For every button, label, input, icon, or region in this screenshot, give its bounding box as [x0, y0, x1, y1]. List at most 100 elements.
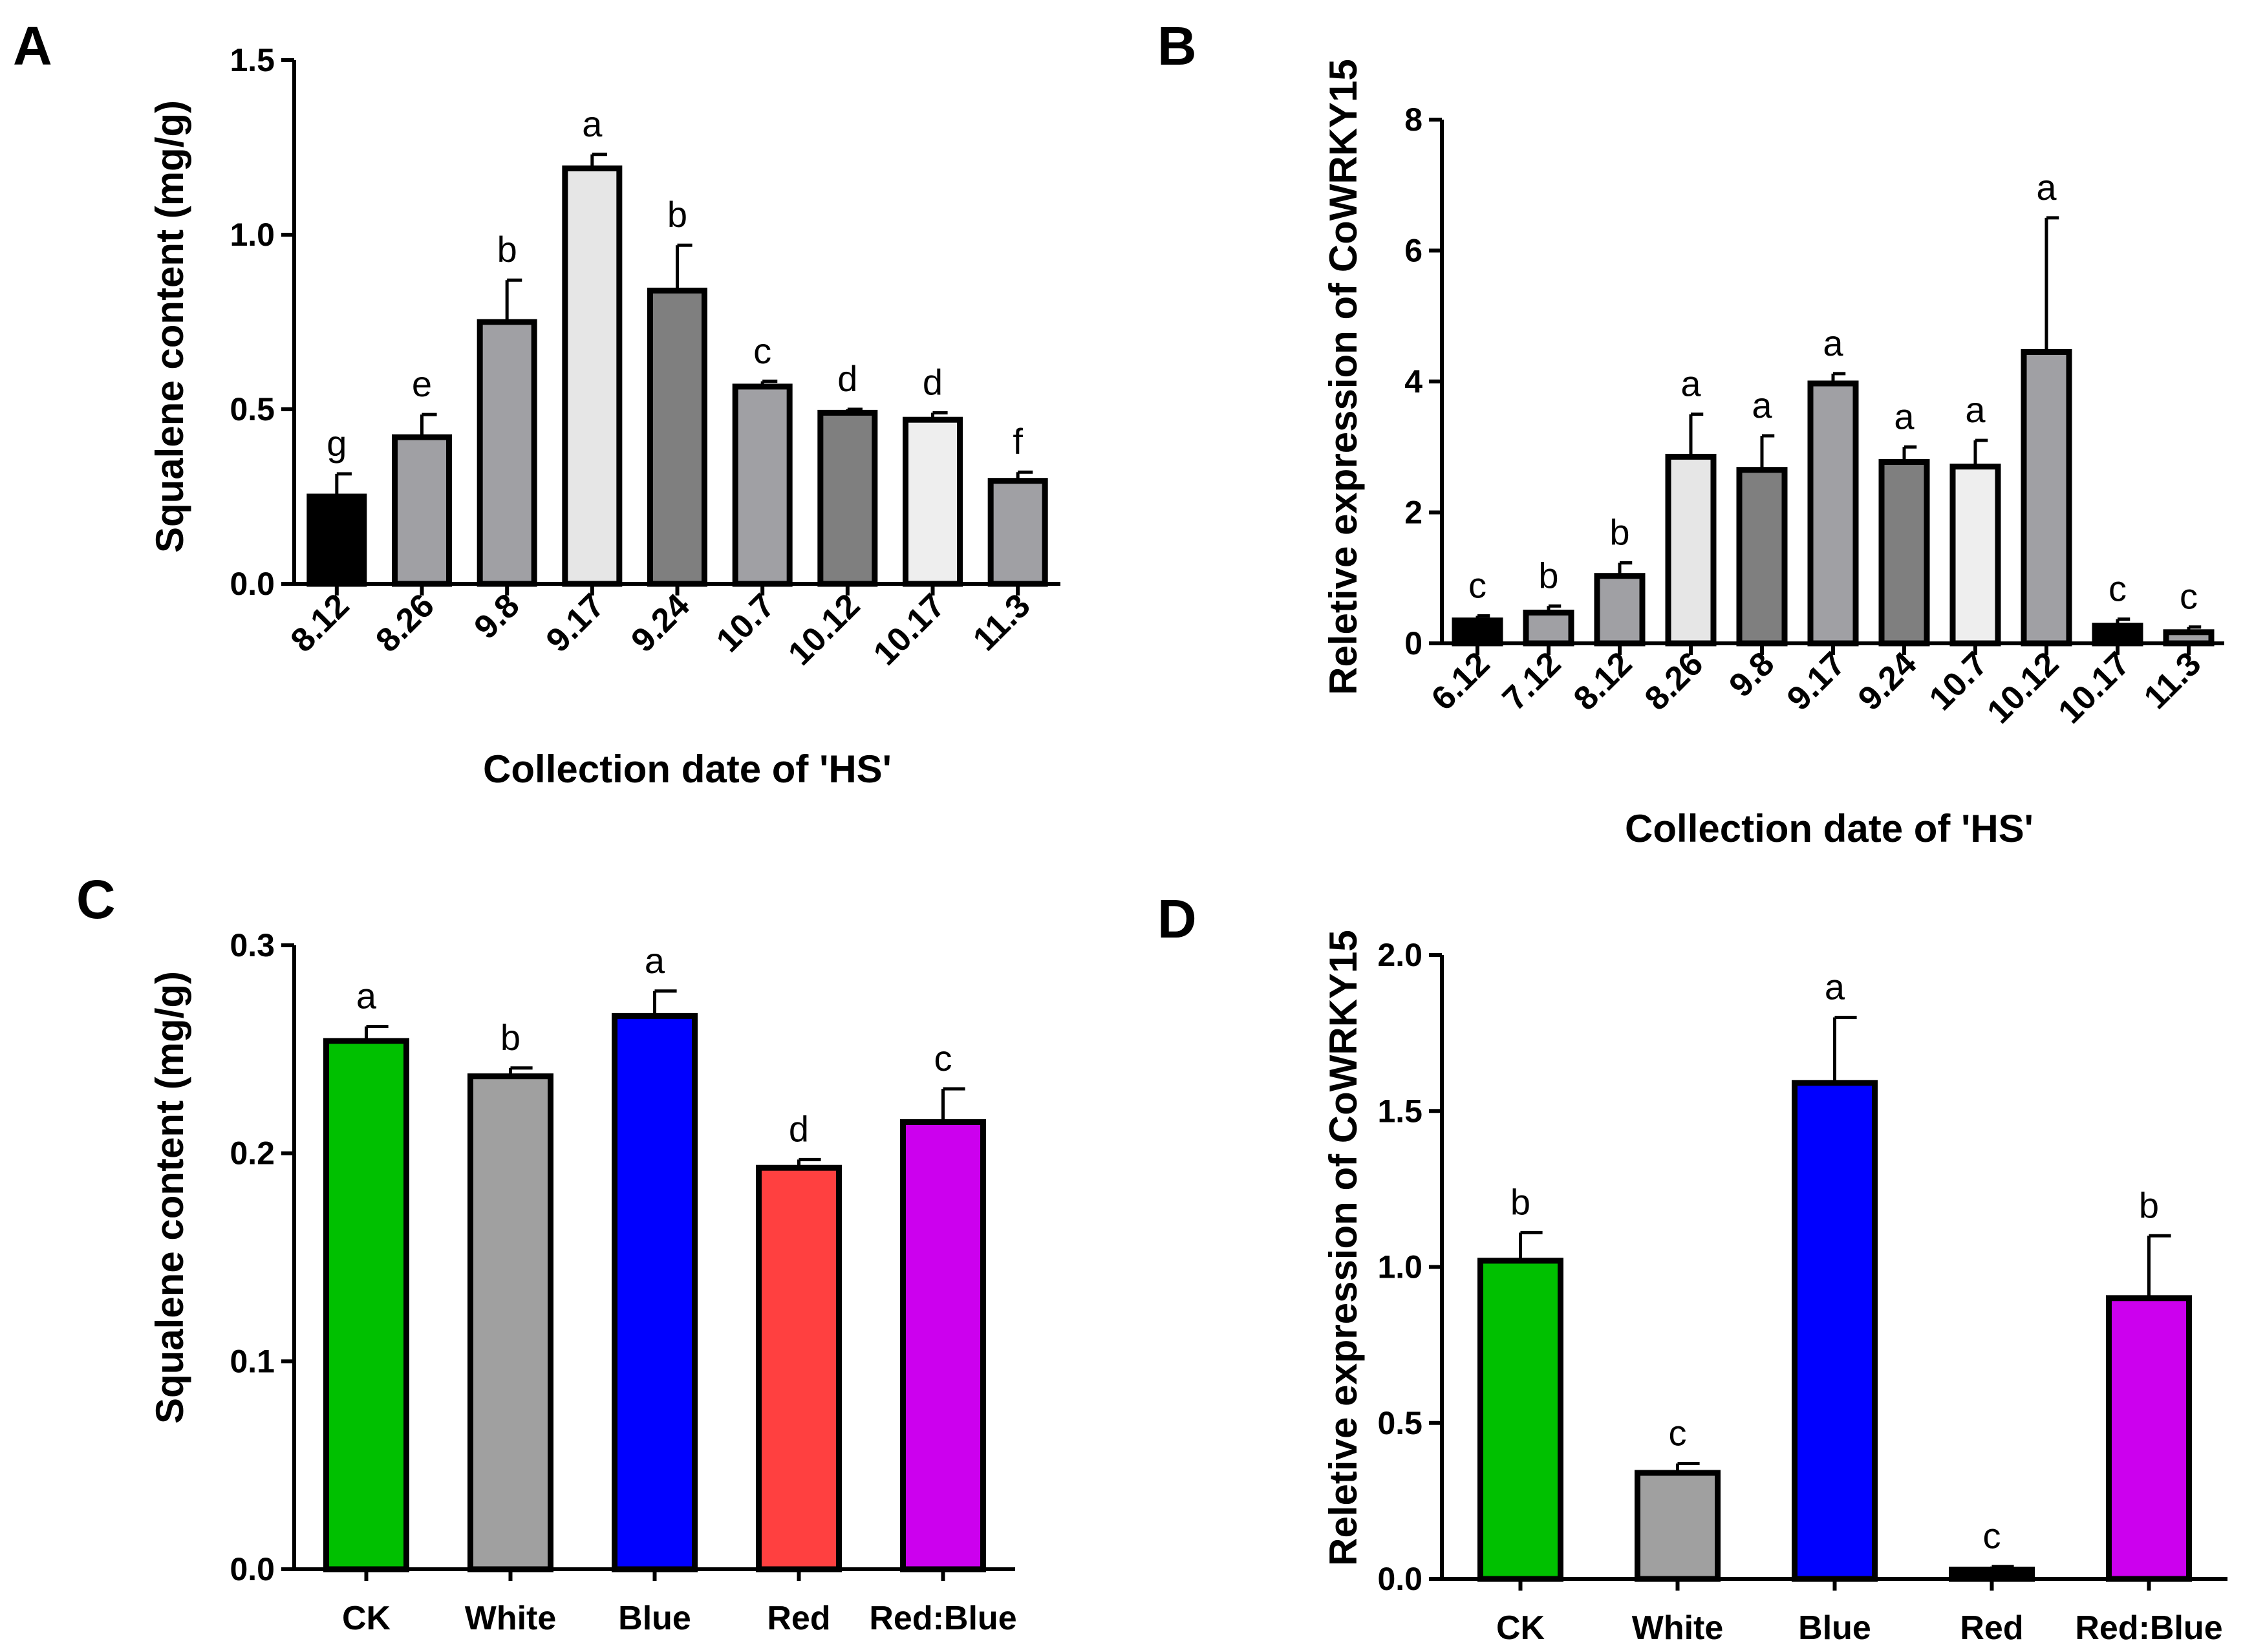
panel-b-x-tick-label-8-12: 8.12 — [1567, 645, 1640, 718]
panel-b-significance-letter-8-26: a — [1680, 363, 1701, 404]
panel-a-significance-letter-8-26: e — [412, 363, 432, 404]
panel-label-b: B — [1157, 16, 1197, 76]
panel-d-x-tick-label-red-blue: Red:Blue — [2075, 1609, 2222, 1647]
panel-c-y-tick-label-1: 0.1 — [230, 1343, 275, 1379]
panel-c-error-bar-ck — [365, 1024, 389, 1041]
panel-c-error-bar-white — [509, 1066, 533, 1077]
panel-d-significance-letter-red: c — [1983, 1516, 2001, 1556]
panel-d-y-axis-title: Reletive expression of CoWRKY15 — [1322, 930, 1365, 1566]
panel-b-error-bar-9-17 — [1831, 372, 1846, 384]
panel-b-x-tick-label-10-12: 10.12 — [1980, 645, 2066, 731]
panel-b-x-tick-label-11-3: 11.3 — [2137, 645, 2209, 716]
panel-a-x-tick-label-10-7: 10.7 — [709, 586, 782, 660]
panel-a-significance-letter-10-12: d — [837, 358, 857, 399]
panel-a-error-bar-11-3 — [1016, 470, 1033, 481]
panel-d-x-tick-label-red: Red — [1960, 1609, 2023, 1647]
panel-d-significance-letter-white: c — [1669, 1412, 1687, 1453]
panel-c-bar-ck — [323, 1038, 409, 1572]
panel-d-significance-letter-red-blue: b — [2139, 1185, 2159, 1225]
panel-b-significance-letter-7-12: b — [1538, 555, 1558, 595]
panel-a-error-bar-10-17 — [931, 411, 948, 420]
panel-d-error-bar-red — [1990, 1565, 2014, 1570]
panel-c-bar-white — [467, 1073, 553, 1572]
panel-c-y-axis-title: Squalene content (mg/g) — [148, 971, 191, 1424]
panel-a-significance-letter-9-24: b — [667, 194, 687, 235]
panel-a-x-tick-label-10-12: 10.12 — [781, 586, 867, 672]
panel-d-error-bar-white — [1676, 1461, 1700, 1473]
panel-c-x-tick-label-red: Red — [767, 1600, 830, 1637]
panel-b-bar-9-24 — [1878, 459, 1930, 647]
panel-a-y-tick-label-0: 0.0 — [230, 566, 275, 602]
panel-d-y-tick-label-2: 1.0 — [1377, 1249, 1422, 1285]
panel-d-bar-white — [1635, 1470, 1721, 1582]
panel-a-significance-letter-10-7: c — [753, 330, 771, 371]
panel-b-significance-letter-11-3: c — [2180, 576, 2198, 617]
panel-d-x-tick-label-blue: Blue — [1798, 1609, 1871, 1647]
panel-c-significance-letter-white: b — [500, 1017, 521, 1058]
panel-d-significance-letter-ck: b — [1510, 1181, 1530, 1222]
panel-b-error-bar-10-12 — [2044, 216, 2059, 352]
panel-b-error-bar-7-12 — [1547, 604, 1562, 613]
panel-c-significance-letter-red-blue: c — [934, 1038, 952, 1078]
panel-b-bar-10-7 — [1949, 464, 2001, 647]
panel-b-error-bar-9-24 — [1902, 445, 1917, 462]
panel-a-bar-10-17 — [903, 416, 963, 587]
panel-c-bar-red — [756, 1164, 842, 1572]
panel-d-x-tick-label-ck: CK — [1496, 1609, 1545, 1647]
panel-a-x-tick-label-10-17: 10.17 — [866, 586, 952, 672]
panel-b-significance-letter-9-17: a — [1823, 323, 1843, 363]
panel-c-error-bar-red-blue — [941, 1087, 965, 1122]
panel-b-bar-11-3 — [2163, 629, 2215, 647]
panel-b-significance-letter-10-12: a — [2036, 167, 2057, 208]
panel-b-error-bar-10-7 — [1973, 438, 1988, 467]
panel-c-x-tick-label-white: White — [465, 1600, 557, 1637]
panel-d-error-bar-red-blue — [2147, 1234, 2171, 1298]
panel-b-bar-10-17 — [2092, 623, 2143, 647]
panel-c-y-tick-label-2: 0.2 — [230, 1135, 275, 1172]
panel-a-y-tick-label-3: 1.5 — [230, 42, 275, 78]
panel-b-significance-letter-10-7: a — [1965, 389, 1986, 430]
panel-a-x-tick-label-9-17: 9.17 — [539, 586, 612, 660]
panel-d-error-bar-ck — [1519, 1230, 1543, 1261]
panel-c-plot: 0.0 0.1 0.2 0.3 a CK b White a Blue d Red c Red:Blue — [230, 927, 1016, 1637]
panel-b-bar-10-12 — [2021, 349, 2072, 647]
panel-b-x-tick-label-7-12: 7.12 — [1496, 645, 1569, 718]
panel-b-plot: 0 2 4 6 8 c 6.12 b 7.12 b 8.12 a 8.26 a 9.8 a 9.17 a 9.24 a… — [1404, 102, 2224, 731]
panel-d-plot: 0.0 0.5 1.0 1.5 2.0 b CK c White a Blue c Red b Red:Bl… — [1377, 937, 2227, 1647]
panel-b-error-bar-10-17 — [2116, 617, 2130, 626]
panel-b: B Reletive expression of CoWRKY15 Collec… — [1157, 16, 2224, 850]
panel-a-significance-letter-9-8: b — [497, 229, 517, 270]
panel-a-bar-9-24 — [647, 287, 707, 587]
panel-a-bar-9-17 — [562, 165, 623, 587]
panel-d-y-tick-label-4: 2.0 — [1377, 937, 1422, 973]
panel-c: C Squalene content (mg/g) 0.0 0.1 0.2 0.3 a C… — [76, 869, 1017, 1637]
panel-label-d: D — [1157, 888, 1197, 949]
panel-c-significance-letter-ck: a — [356, 975, 377, 1016]
panel-c-y-tick-label-3: 0.3 — [230, 927, 275, 963]
panel-d-x-tick-label-white: White — [1632, 1609, 1724, 1647]
panel-a-bar-8-26 — [392, 434, 452, 587]
panel-a-bar-11-3 — [987, 478, 1048, 587]
panel-b-bar-9-17 — [1807, 380, 1859, 647]
panel-a-x-tick-label-9-24: 9.24 — [624, 586, 697, 660]
panel-b-error-bar-11-3 — [2187, 625, 2202, 632]
panel-b-y-tick-label-3: 6 — [1404, 233, 1422, 269]
panel-c-significance-letter-blue: a — [645, 940, 665, 981]
panel-b-error-bar-9-8 — [1760, 434, 1775, 470]
panel-b-bar-8-12 — [1594, 573, 1646, 647]
panel-a-x-tick-label-9-8: 9.8 — [467, 586, 527, 646]
panel-a-error-bar-8-26 — [420, 413, 437, 438]
panel-a-error-bar-9-17 — [590, 153, 607, 169]
panel-a-bar-10-7 — [732, 383, 793, 587]
panel-b-y-axis-title: Reletive expression of CoWRKY15 — [1322, 59, 1365, 695]
panel-b-significance-letter-8-12: b — [1609, 511, 1629, 552]
panel-b-significance-letter-9-8: a — [1752, 385, 1772, 425]
panel-c-x-tick-label-red-blue: Red:Blue — [869, 1600, 1016, 1637]
panel-b-significance-letter-10-17: c — [2109, 568, 2127, 609]
panel-b-significance-letter-9-24: a — [1894, 396, 1915, 436]
panel-d-bar-blue — [1792, 1080, 1878, 1582]
panel-a-significance-letter-9-17: a — [582, 103, 603, 144]
panel-c-error-bar-red — [797, 1157, 821, 1168]
panel-b-x-tick-label-9-8: 9.8 — [1722, 645, 1781, 704]
